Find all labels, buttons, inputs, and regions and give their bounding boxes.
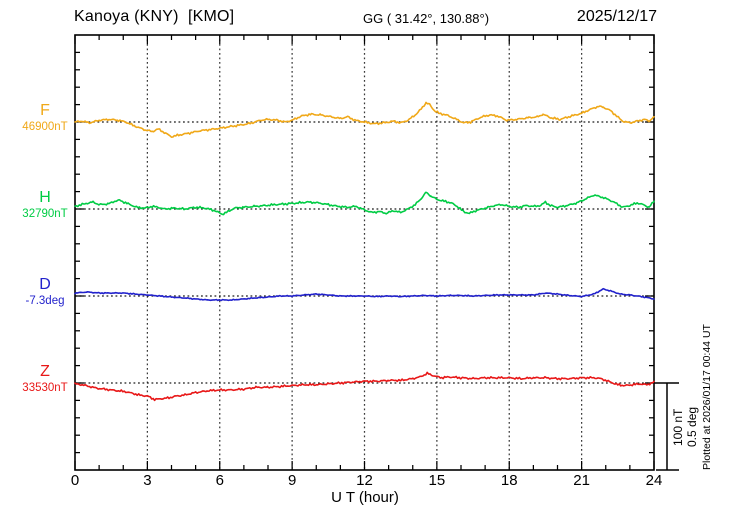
x-tick-label-9: 9 (287, 472, 297, 489)
trace-letter-D: D (39, 276, 51, 293)
observation-date: 2025/12/17 (576, 8, 657, 25)
station-title: Kanoya (KNY) [KMO] (74, 8, 235, 25)
scale-legend: 100 nT 0.5 deg (671, 383, 700, 471)
trace-letter-F: F (40, 102, 50, 119)
x-tick-label-24: 24 (645, 472, 663, 489)
trace-label-D: D -7.3deg (22, 277, 68, 308)
trace-baseline-F: 46900nT (22, 121, 68, 133)
trace-label-F: F 46900nT (22, 103, 68, 134)
trace-letter-Z: Z (40, 363, 50, 380)
trace-letter-H: H (39, 189, 51, 206)
x-tick-label-0: 0 (70, 472, 80, 489)
trace-baseline-D: -7.3deg (25, 295, 65, 307)
x-axis-title: U T (hour) (331, 489, 399, 506)
trace-baseline-H: 32790nT (22, 208, 68, 220)
trace-label-H: H 32790nT (22, 190, 68, 221)
scale-legend-nt: 100 nT (671, 408, 685, 446)
x-tick-label-3: 3 (143, 472, 152, 489)
x-tick-label-6: 6 (215, 472, 224, 489)
geographic-coordinates: GG ( 31.42°, 130.88°) (363, 11, 490, 26)
x-tick-label-12: 12 (356, 472, 373, 489)
trace-baseline-Z: 33530nT (22, 382, 68, 394)
trace-label-Z: Z 33530nT (22, 364, 68, 395)
x-tick-label-21: 21 (573, 472, 590, 489)
x-tick-label-18: 18 (500, 472, 518, 489)
plotted-timestamp: Plotted at 2026/01/17 00:44 UT (701, 324, 713, 470)
x-tick-label-15: 15 (428, 472, 446, 489)
scale-legend-deg: 0.5 deg (684, 406, 699, 448)
